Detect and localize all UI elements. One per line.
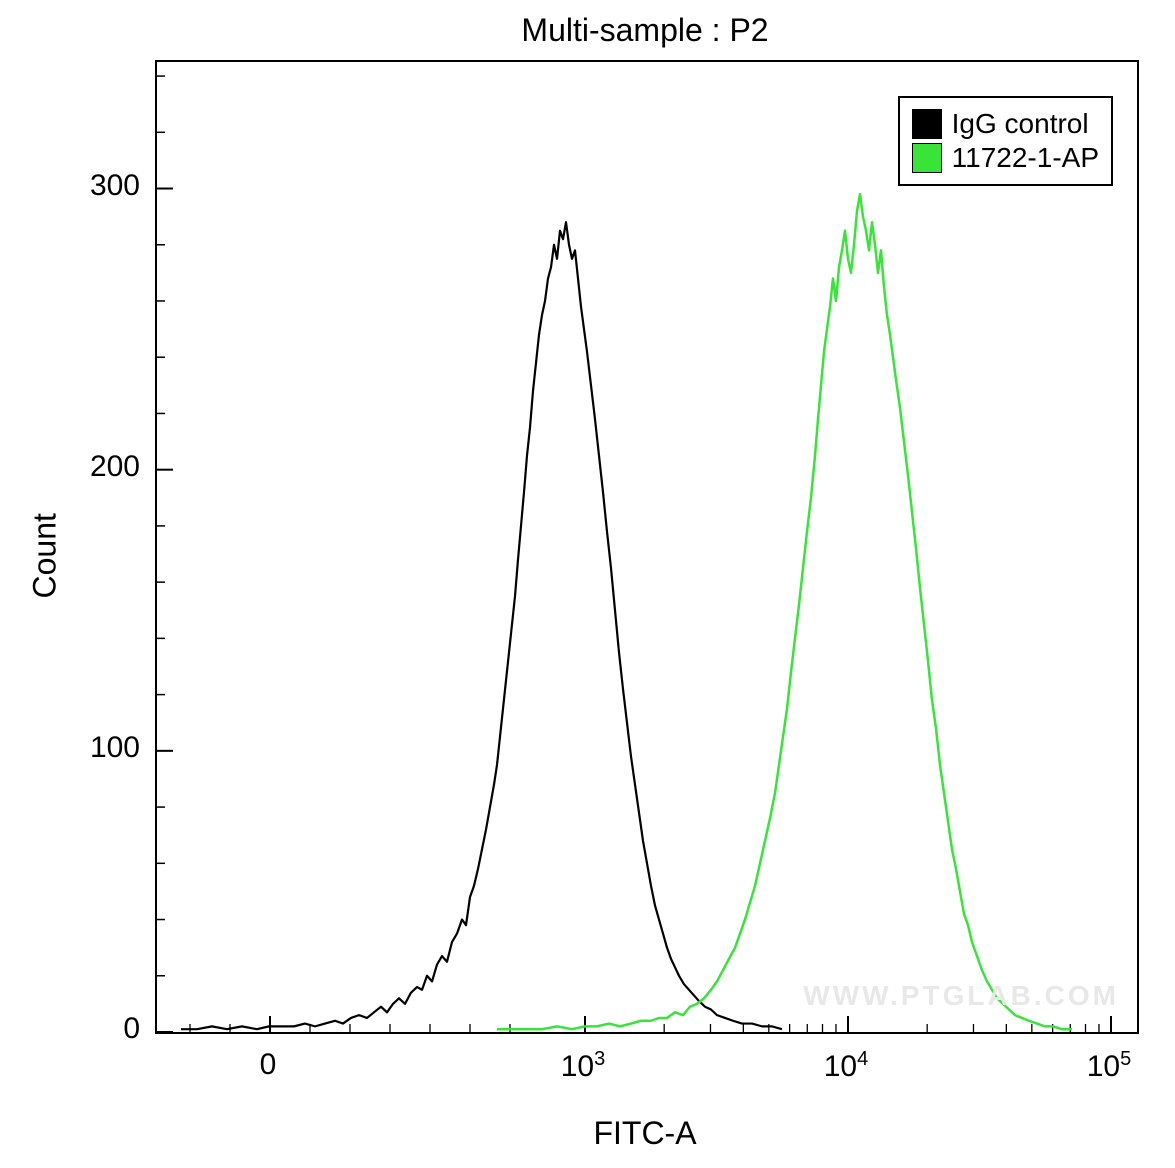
x-tick-label: 104: [796, 1048, 896, 1084]
plot-svg: [157, 62, 1137, 1032]
legend-item: 11722-1-AP: [912, 142, 1099, 174]
plot-area: WWW.PTGLAB.COM IgG control11722-1-AP: [155, 60, 1139, 1034]
legend-label: 11722-1-AP: [952, 142, 1099, 174]
legend-item: IgG control: [912, 108, 1099, 140]
x-tick-label: 0: [218, 1048, 318, 1082]
y-tick-label: 100: [75, 731, 140, 765]
watermark: WWW.PTGLAB.COM: [803, 980, 1119, 1012]
chart-container: Multi-sample : P2 WWW.PTGLAB.COM IgG con…: [0, 0, 1175, 1168]
x-tick-label: 103: [533, 1048, 633, 1084]
legend-label: IgG control: [952, 108, 1089, 140]
y-tick-label: 0: [75, 1012, 140, 1046]
legend: IgG control11722-1-AP: [898, 96, 1113, 186]
x-tick-label: 105: [1059, 1048, 1159, 1084]
x-axis-label: FITC-A: [155, 1115, 1135, 1152]
chart-title: Multi-sample : P2: [155, 12, 1135, 49]
legend-swatch: [912, 109, 942, 139]
y-tick-label: 300: [75, 169, 140, 203]
series-IgG-control: [181, 222, 782, 1029]
legend-swatch: [912, 143, 942, 173]
y-axis-label: Count: [27, 499, 64, 599]
y-tick-label: 200: [75, 450, 140, 484]
